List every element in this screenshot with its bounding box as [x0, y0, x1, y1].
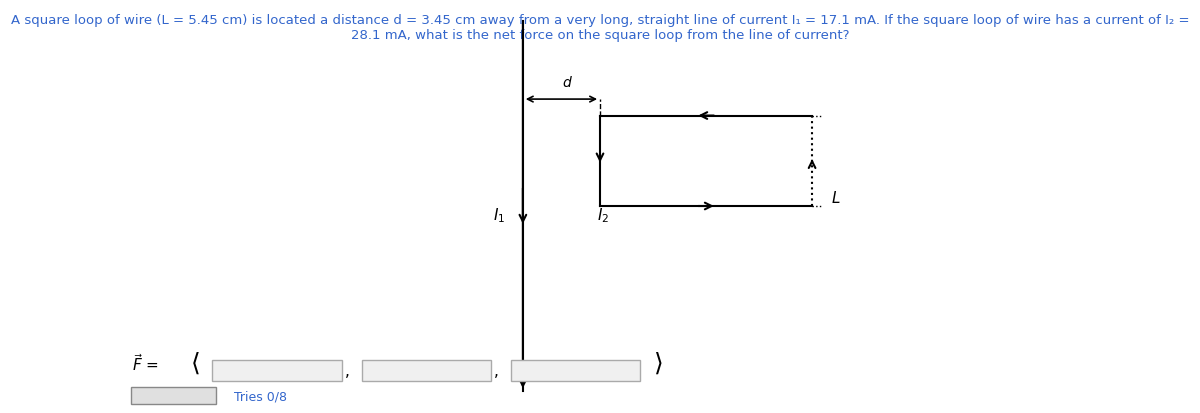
Text: Submit Answer: Submit Answer: [133, 391, 212, 401]
Text: $\langle$: $\langle$: [191, 350, 200, 375]
Text: L: L: [832, 191, 840, 206]
Text: $\vec{F}$ =: $\vec{F}$ =: [132, 352, 160, 373]
Text: $I_2$: $I_2$: [596, 205, 608, 224]
Text: A square loop of wire (L = 5.45 cm) is located a distance d = 3.45 cm away from : A square loop of wire (L = 5.45 cm) is l…: [11, 14, 1189, 42]
FancyBboxPatch shape: [511, 361, 641, 381]
Text: Tries 0/8: Tries 0/8: [234, 389, 287, 402]
FancyBboxPatch shape: [131, 387, 216, 404]
FancyBboxPatch shape: [212, 361, 342, 381]
FancyBboxPatch shape: [362, 361, 491, 381]
Text: ,: ,: [344, 363, 349, 378]
Text: $\rangle$: $\rangle$: [653, 350, 662, 375]
Text: ,: ,: [494, 363, 499, 378]
Text: $I_1$: $I_1$: [493, 205, 505, 224]
Text: d: d: [562, 76, 571, 90]
